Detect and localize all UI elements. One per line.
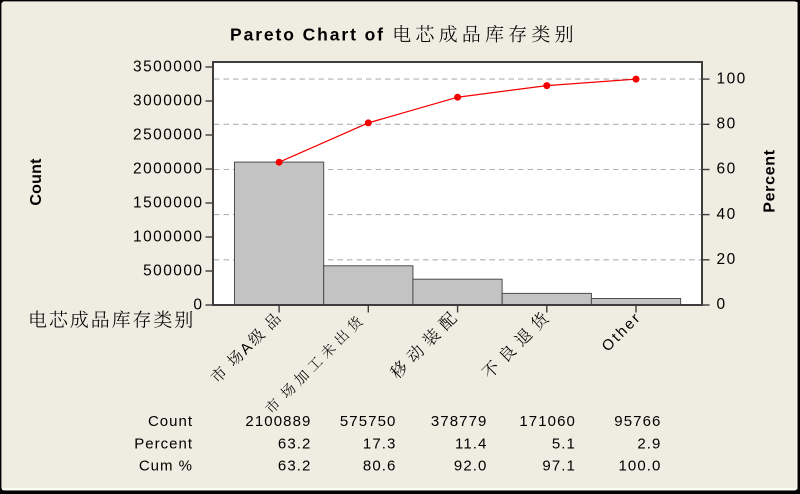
svg-text:500000: 500000 bbox=[143, 262, 203, 279]
svg-text:Cum %: Cum % bbox=[139, 458, 193, 475]
svg-text:Count: Count bbox=[28, 158, 45, 206]
svg-text:5.1: 5.1 bbox=[552, 436, 576, 453]
svg-text:Pareto Chart of: Pareto Chart of bbox=[230, 25, 385, 45]
svg-text:1000000: 1000000 bbox=[133, 228, 204, 245]
svg-text:100.0: 100.0 bbox=[618, 458, 661, 475]
svg-text:Count: Count bbox=[148, 413, 193, 430]
svg-text:17.3: 17.3 bbox=[363, 436, 397, 453]
svg-text:63.2: 63.2 bbox=[278, 436, 312, 453]
svg-text:63.2: 63.2 bbox=[278, 458, 312, 475]
svg-text:80: 80 bbox=[717, 115, 737, 132]
svg-text:1500000: 1500000 bbox=[133, 194, 204, 211]
svg-text:60: 60 bbox=[717, 161, 737, 178]
svg-text:2500000: 2500000 bbox=[133, 126, 204, 143]
svg-text:92.0: 92.0 bbox=[454, 458, 488, 475]
svg-text:575750: 575750 bbox=[340, 413, 397, 430]
svg-text:95766: 95766 bbox=[614, 413, 661, 430]
svg-text:40: 40 bbox=[717, 206, 737, 223]
svg-text:3000000: 3000000 bbox=[133, 92, 204, 109]
svg-text:Percent: Percent bbox=[134, 436, 193, 453]
svg-text:100: 100 bbox=[717, 70, 747, 87]
svg-text:97.1: 97.1 bbox=[542, 458, 576, 475]
svg-text:20: 20 bbox=[717, 251, 737, 268]
svg-text:2100889: 2100889 bbox=[245, 413, 311, 430]
svg-text:2000000: 2000000 bbox=[133, 160, 204, 177]
svg-text:2.9: 2.9 bbox=[637, 436, 661, 453]
svg-text:80.6: 80.6 bbox=[363, 458, 397, 475]
svg-text:171060: 171060 bbox=[519, 413, 576, 430]
svg-text:Percent: Percent bbox=[762, 149, 779, 213]
svg-text:11.4: 11.4 bbox=[455, 436, 487, 453]
svg-text:0: 0 bbox=[193, 296, 203, 313]
svg-text:0: 0 bbox=[717, 296, 727, 313]
svg-text:3500000: 3500000 bbox=[133, 58, 204, 75]
svg-text:378779: 378779 bbox=[431, 413, 488, 430]
